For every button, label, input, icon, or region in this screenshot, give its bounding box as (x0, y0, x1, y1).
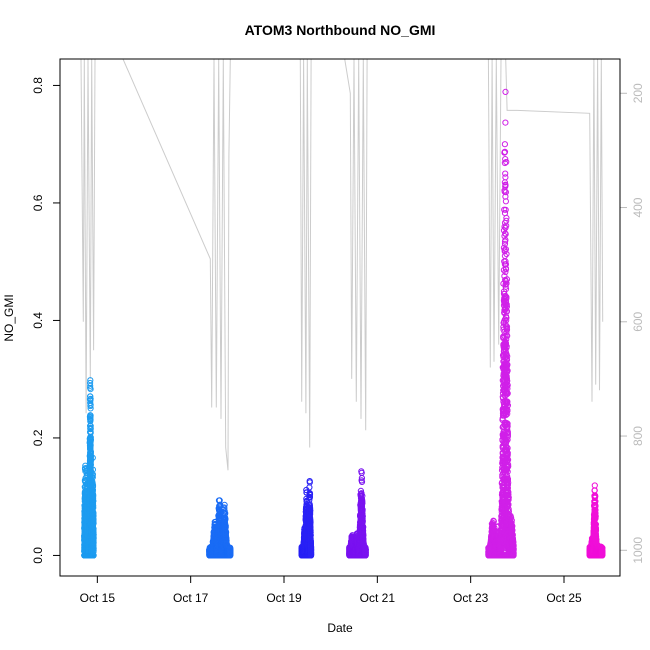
y-axis-label: NO_GMI (2, 294, 16, 341)
data-point (87, 401, 94, 408)
series-3 (298, 478, 315, 559)
data-point (89, 471, 97, 478)
data-point (87, 436, 95, 444)
data-point (87, 377, 94, 384)
data-point (87, 414, 94, 421)
data-point (90, 520, 97, 527)
series-2 (206, 497, 234, 559)
data-point (90, 516, 97, 523)
data-point (87, 393, 94, 400)
data-point (87, 412, 94, 419)
data-point (90, 545, 97, 552)
data-point (89, 480, 96, 487)
data-point (87, 448, 95, 455)
data-point (87, 425, 94, 432)
chart-title: ATOM3 Northbound NO_GMI (245, 22, 436, 38)
data-point (90, 497, 97, 504)
pressure-trace-layer (80, 58, 604, 471)
pressure-trace-line (80, 58, 604, 471)
data-point (90, 531, 97, 539)
data-point (90, 512, 97, 519)
data-point (87, 395, 94, 402)
data-points-layer (81, 88, 606, 559)
data-point (89, 454, 96, 461)
data-point (87, 422, 94, 429)
series-1 (81, 377, 97, 559)
data-point (87, 379, 94, 387)
data-point (90, 525, 97, 533)
data-point (87, 405, 94, 412)
data-point (87, 434, 94, 441)
data-point (90, 547, 97, 554)
data-point (87, 386, 94, 393)
data-point (89, 483, 97, 490)
data-point (90, 535, 97, 542)
data-point (87, 416, 94, 424)
series-4 (346, 468, 369, 559)
data-point (90, 495, 97, 502)
x-axis-label: Date (327, 621, 353, 635)
data-point (89, 474, 96, 481)
data-point (89, 466, 97, 473)
